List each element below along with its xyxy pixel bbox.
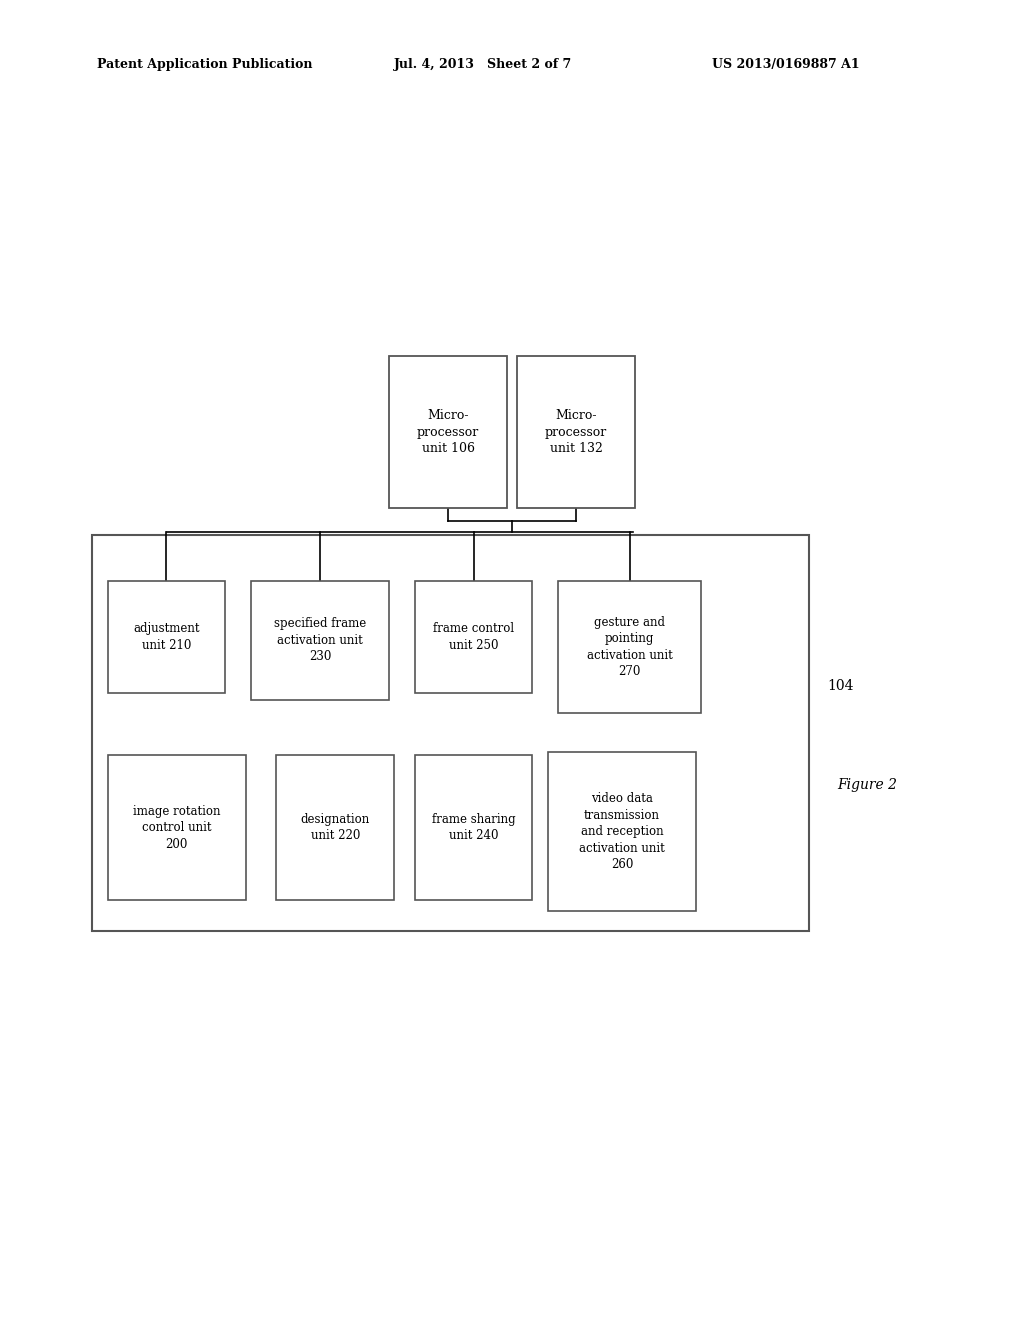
Bar — [92, 535, 809, 931]
Bar — [415, 581, 532, 693]
Bar — [251, 581, 389, 700]
Text: US 2013/0169887 A1: US 2013/0169887 A1 — [712, 58, 859, 71]
Text: adjustment
unit 210: adjustment unit 210 — [133, 622, 200, 652]
Bar — [276, 755, 394, 900]
Text: designation
unit 220: designation unit 220 — [301, 813, 370, 842]
Bar — [108, 755, 246, 900]
Text: specified frame
activation unit
230: specified frame activation unit 230 — [273, 618, 367, 663]
Bar — [415, 755, 532, 900]
Text: Micro-
processor
unit 106: Micro- processor unit 106 — [417, 409, 479, 455]
Text: Micro-
processor
unit 132: Micro- processor unit 132 — [545, 409, 607, 455]
Bar — [548, 752, 696, 911]
Bar — [517, 356, 635, 508]
Text: frame sharing
unit 240: frame sharing unit 240 — [432, 813, 515, 842]
Bar — [558, 581, 701, 713]
Text: video data
transmission
and reception
activation unit
260: video data transmission and reception ac… — [580, 792, 665, 871]
Text: Patent Application Publication: Patent Application Publication — [97, 58, 312, 71]
Text: Jul. 4, 2013   Sheet 2 of 7: Jul. 4, 2013 Sheet 2 of 7 — [394, 58, 572, 71]
Bar — [389, 356, 507, 508]
Text: 104: 104 — [827, 680, 854, 693]
Bar — [108, 581, 225, 693]
Text: gesture and
pointing
activation unit
270: gesture and pointing activation unit 270 — [587, 615, 673, 678]
Text: frame control
unit 250: frame control unit 250 — [433, 622, 514, 652]
Text: Figure 2: Figure 2 — [838, 779, 898, 792]
Text: image rotation
control unit
200: image rotation control unit 200 — [133, 805, 220, 850]
